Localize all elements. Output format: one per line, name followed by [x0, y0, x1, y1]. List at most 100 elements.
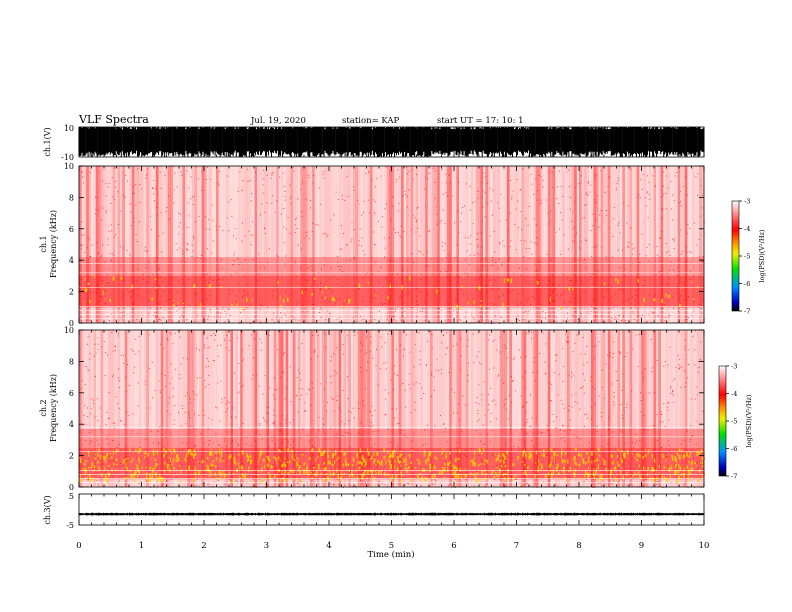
ch1-spectrogram-speckle: [558, 203, 560, 204]
ch1-spectrogram-speckle: [148, 313, 150, 315]
ch2-spectrogram-speckle: [205, 366, 207, 368]
ch2-spectrogram-burst: [231, 479, 234, 484]
ch2-spectrogram-speckle: [108, 417, 109, 419]
ch2-spectrogram-speckle: [198, 462, 200, 464]
ch1-spectrogram-speckle: [653, 312, 655, 314]
ch1-spectrogram-speckle: [497, 202, 499, 204]
ch2-spectrogram-speckle: [635, 433, 636, 435]
ch1-spectrogram-speckle: [618, 289, 619, 291]
ch2-spectrogram-speckle: [595, 345, 597, 347]
ch1-spectrogram-speckle: [273, 312, 275, 314]
ch2-spectrogram-speckle: [297, 369, 299, 371]
ch2-spectrogram-speckle: [194, 485, 196, 487]
ch2-spectrogram-burst: [94, 457, 97, 460]
ch2-spectrogram-burst: [263, 459, 265, 462]
ch1-spectrogram-time-column: [482, 166, 486, 323]
ch2-spectrogram-speckle: [117, 368, 119, 370]
ch2-spectrogram-speckle: [276, 427, 278, 429]
ch1-spectrogram-speckle: [477, 269, 479, 271]
ch2-spectrogram-speckle: [667, 402, 669, 403]
ch1-spectrogram-speckle: [644, 280, 646, 282]
ch2-spectrogram-speckle: [598, 482, 600, 484]
ch1-spectrogram-speckle: [280, 312, 282, 313]
ch1-spectrogram-speckle: [264, 232, 266, 234]
ch2-spectrogram-time-column: [600, 330, 604, 487]
ch2-spectrogram-speckle: [632, 469, 634, 471]
ch2-spectrogram-speckle: [656, 439, 658, 441]
ch2-spectrogram-speckle: [85, 423, 87, 425]
ch2-spectrogram-speckle: [273, 437, 275, 439]
ch2-spectrogram-speckle: [305, 410, 307, 412]
ch1-spectrogram-speckle: [698, 255, 700, 257]
ch2-spectrogram-speckle: [695, 443, 697, 445]
ch1-spectrogram-speckle: [628, 242, 630, 243]
ch2-spectrogram-burst: [689, 452, 691, 458]
ch1-spectrogram-time-column: [348, 166, 351, 323]
ch2-spectrogram-burst: [682, 454, 685, 457]
ch2-spectrogram-speckle: [371, 415, 373, 417]
ch1-spectrogram-speckle: [337, 261, 338, 263]
ch2-spectrogram-speckle: [352, 407, 354, 409]
ch1-spectrogram-speckle: [136, 318, 138, 320]
ch1-spectrogram-speckle: [110, 202, 112, 204]
ch1-spectrogram-speckle: [569, 300, 571, 302]
ch1-spectrogram-speckle: [617, 249, 619, 251]
ch2-spectrogram-time-column: [386, 330, 390, 487]
ch2-spectrogram-burst: [528, 453, 530, 455]
ch2-spectrogram-time-column: [151, 330, 154, 487]
ch2-spectrogram-burst: [683, 473, 685, 479]
ch1-spectrogram-speckle: [162, 271, 164, 273]
ch2-spectrogram-burst: [79, 456, 81, 459]
ch2-spectrogram-speckle: [427, 477, 429, 479]
ch2-spectrogram-speckle: [259, 483, 261, 485]
ch2-spectrogram-burst: [194, 467, 197, 471]
ch1-spectrogram-speckle: [297, 301, 299, 302]
ch2-spectrogram-speckle: [116, 471, 118, 473]
ch2-spectrogram-speckle: [684, 474, 686, 476]
ch2-spectrogram-burst: [222, 460, 225, 462]
ch1-spectrogram-speckle: [307, 311, 309, 313]
ch1-spectrogram-speckle: [599, 214, 601, 216]
ch2-spectrogram-speckle: [574, 401, 576, 403]
ch1-spectrogram-speckle: [569, 196, 571, 198]
ch2-spectrogram-speckle: [518, 349, 520, 351]
ch1-spectrogram-speckle: [440, 220, 442, 222]
ch2-spectrogram-speckle: [307, 388, 309, 390]
ch2-spectrogram-speckle: [273, 377, 275, 379]
ch2-spectrogram-speckle: [312, 427, 314, 429]
ch1-spectrogram-speckle: [505, 219, 507, 221]
ch2-spectrogram-speckle: [231, 416, 232, 418]
ch1-spectrogram-speckle: [368, 171, 370, 173]
ch1-spectrogram-speckle: [366, 284, 368, 285]
ch2-spectrogram-speckle: [578, 444, 580, 446]
ch2-spectrogram-speckle: [537, 438, 538, 439]
ch2-spectrogram-burst: [597, 464, 599, 469]
ch2-spectrogram-speckle: [125, 376, 126, 378]
ch2-spectrogram-speckle: [640, 411, 642, 413]
ch2-spectrogram-speckle: [333, 375, 335, 377]
ch2-spectrogram-burst: [671, 457, 674, 462]
ch1-spectrogram-time-column: [365, 166, 368, 323]
ch1-spectrogram-burst: [679, 288, 681, 290]
ch1-spectrogram-time-column: [403, 166, 407, 323]
ch1-spectrogram-speckle: [594, 176, 596, 178]
ch1-spectrogram-speckle: [385, 278, 387, 279]
ch2-spectrogram-speckle: [506, 475, 508, 477]
ch2-spectrogram-ytick-label: 0: [69, 483, 74, 492]
ch1-spectrogram-speckle: [375, 260, 377, 262]
ch1-spectrogram-speckle: [180, 213, 182, 215]
ch2-spectrogram-speckle: [189, 398, 191, 400]
ch2-spectrogram-burst: [408, 465, 411, 468]
ch1-spectrogram-time-column: [684, 166, 688, 323]
ch1-spectrogram-speckle: [651, 311, 653, 313]
ch2-spectrogram-time-column: [110, 330, 113, 487]
ch1-spectrogram-burst: [109, 298, 111, 303]
ch3-waveform-panel: 5 -5 ch.3(V): [43, 492, 705, 530]
ch2-spectrogram-speckle: [87, 407, 88, 409]
ch1-spectrogram-speckle: [374, 244, 376, 245]
ch1-spectrogram-speckle: [676, 172, 678, 173]
ch1-spectrogram-speckle: [631, 248, 633, 250]
ch2-spectrogram-speckle: [170, 435, 172, 437]
ch2-spectrogram-band-upper: [79, 428, 704, 448]
ch1-spectrogram-speckle: [201, 302, 203, 304]
